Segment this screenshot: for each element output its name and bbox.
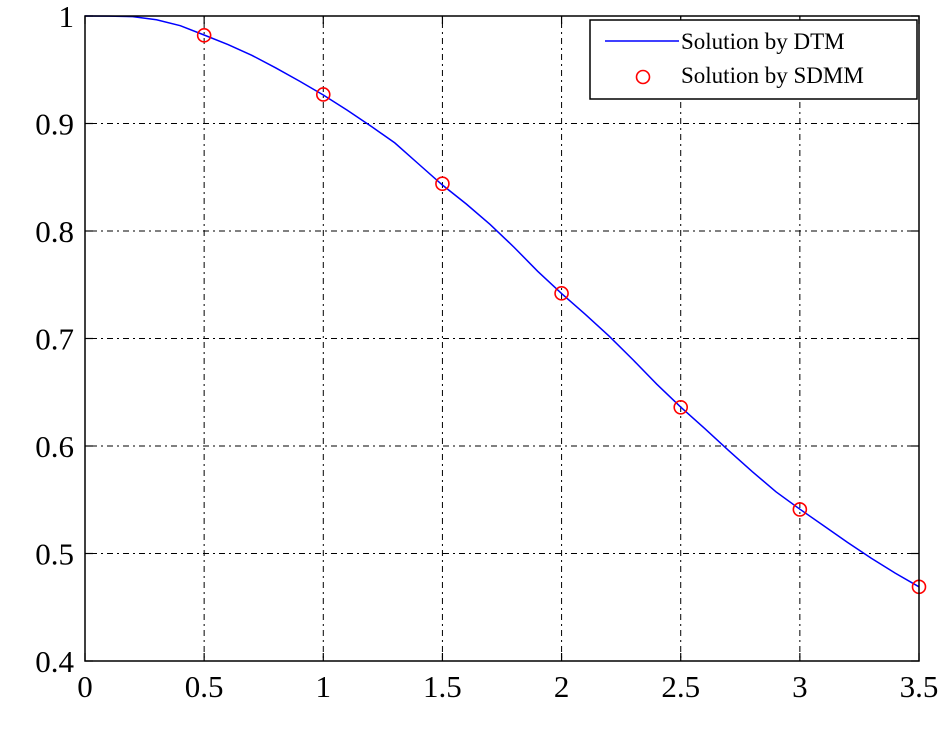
x-tick-label: 3.5	[900, 669, 939, 704]
x-tick-label: 1.5	[423, 669, 462, 704]
legend-box	[589, 19, 918, 100]
legend-label-sdmm: Solution by SDMM	[681, 63, 864, 88]
data-point-sdmm	[673, 399, 689, 415]
x-tick-label: 0	[77, 669, 93, 704]
data-point-sdmm	[435, 176, 450, 191]
y-tick-label: 0.6	[35, 429, 74, 464]
y-tick-label: 0.5	[35, 537, 74, 572]
y-tick-label: 1	[59, 0, 75, 34]
data-point-sdmm	[196, 28, 212, 43]
x-tick-label: 3	[792, 669, 808, 704]
data-point-sdmm	[315, 87, 331, 102]
plot-frame	[84, 15, 920, 662]
data-point-sdmm	[792, 502, 808, 517]
grid	[85, 16, 919, 661]
legend: Solution by DTM Solution by SDMM	[589, 19, 918, 100]
series-line-dtm	[84, 15, 920, 588]
tick-labels: 0 0.5 1 1.5 2 2.5 3 3.5 0.4 0.5 0.6 0.7 0.8 0.9 1	[35, 0, 938, 704]
data-point-sdmm	[554, 286, 569, 301]
legend-label-dtm: Solution by DTM	[681, 29, 845, 54]
x-tick-label: 2	[554, 669, 570, 704]
y-tick-label: 0.8	[35, 214, 74, 249]
y-tick-label: 0.9	[35, 107, 74, 142]
x-tick-label: 1	[316, 669, 332, 704]
series-dtm-line	[84, 15, 920, 588]
y-tick-label: 0.4	[35, 644, 74, 679]
legend-marker-sample	[635, 69, 651, 85]
x-tick-label: 0.5	[185, 669, 224, 704]
x-tick-label: 2.5	[661, 669, 700, 704]
y-tick-label: 0.7	[35, 322, 74, 357]
